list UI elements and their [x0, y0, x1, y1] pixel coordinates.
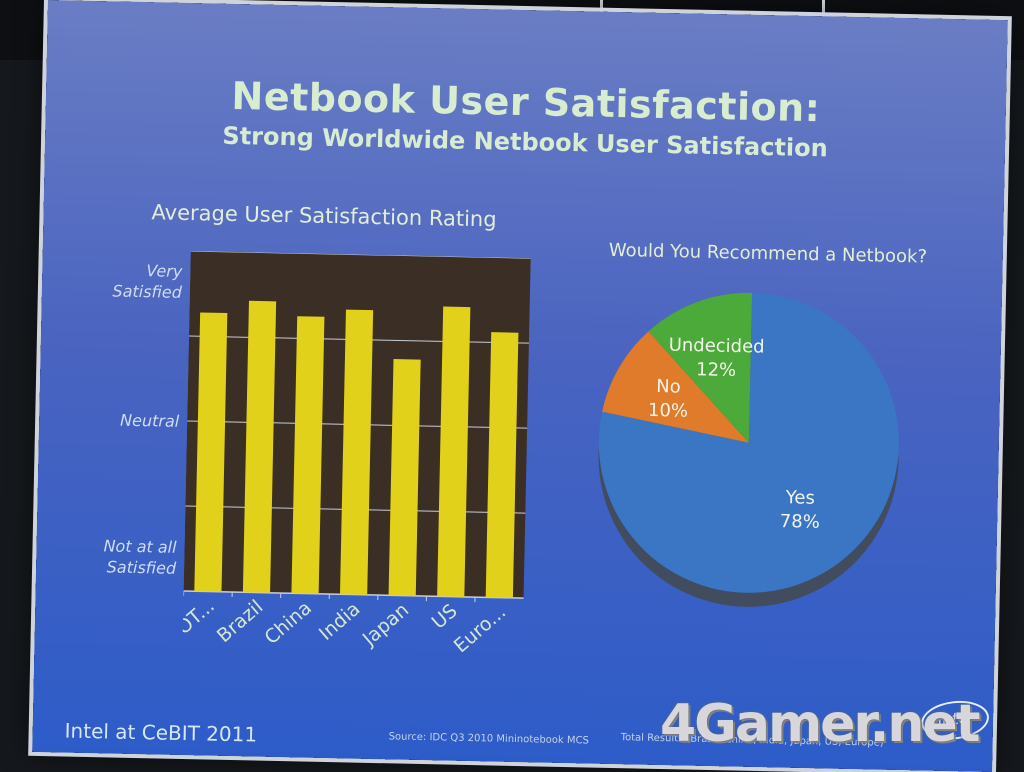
footer-source: Source: IDC Q3 2010 Mininotebook MCS — [389, 731, 589, 746]
pie-value-yes: 78% — [780, 511, 820, 533]
x-tick-label: China — [260, 597, 315, 649]
pie-chart-title: Would You Recommend a Netbook? — [609, 240, 928, 268]
pie-label-no: No — [656, 376, 681, 398]
bar — [291, 316, 324, 594]
x-tick-label: Euro... — [450, 601, 510, 657]
pie-label-yes: Yes — [785, 487, 815, 509]
bar — [486, 332, 519, 598]
pie-label-undecided: Undecided — [668, 335, 764, 358]
x-tick-label: US — [428, 600, 462, 634]
bar — [389, 359, 421, 596]
watermark: 4Gamer.net — [660, 694, 979, 754]
y-tick-label-neutral: Neutral — [39, 408, 179, 432]
footer-event: Intel at CeBIT 2011 — [64, 719, 257, 747]
x-tick-label: Brazil — [213, 596, 268, 647]
x-tick-label: TOT... — [182, 595, 219, 648]
x-tick-label: India — [315, 598, 365, 645]
y-tick-label-very-satisfied: Very Satisfied — [42, 258, 183, 303]
x-tick-label: Japan — [358, 599, 413, 651]
pie-value-no: 10% — [648, 400, 688, 422]
projection-screen: Netbook User Satisfaction: Strong Worldw… — [32, 0, 1008, 772]
pie-value-undecided: 12% — [696, 359, 736, 381]
bar-chart-title: Average User Satisfaction Rating — [151, 200, 497, 231]
y-tick-label-not-satisfied: Not at all Satisfied — [36, 534, 177, 579]
